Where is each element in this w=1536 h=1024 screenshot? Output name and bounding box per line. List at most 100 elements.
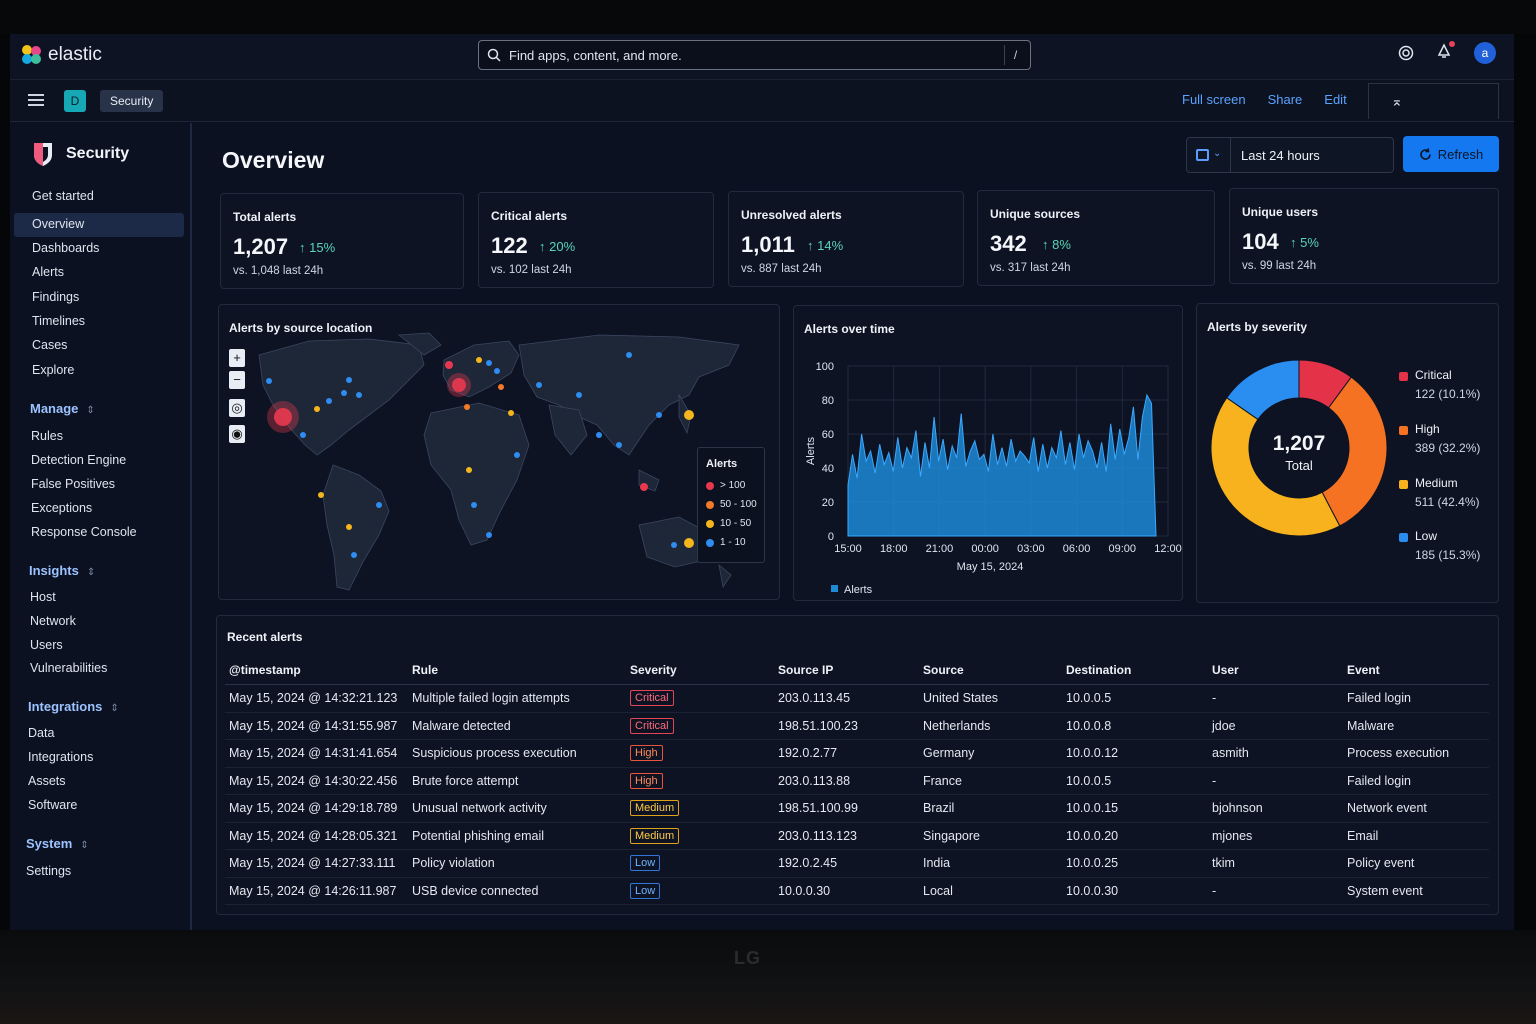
sidebar-item-integrations[interactable]: Integrations (28, 750, 94, 764)
zoom-out-button[interactable]: − (229, 371, 245, 389)
sidebar-group-insights[interactable]: Insights ⇕ (29, 563, 96, 578)
pin-icon[interactable]: ⌅ (1391, 93, 1403, 109)
sidebar-item-assets[interactable]: Assets (28, 774, 66, 788)
table-cell: India (919, 849, 1062, 878)
full-screen-link[interactable]: Full screen (1182, 92, 1246, 107)
column-header[interactable]: User (1208, 656, 1343, 685)
table-cell: 192.0.2.77 (774, 739, 919, 768)
compass-icon[interactable]: ◎ (229, 399, 245, 417)
sidebar-item-host[interactable]: Host (30, 590, 56, 604)
zoom-in-button[interactable]: + (229, 349, 245, 367)
help-icon[interactable] (1398, 45, 1414, 61)
column-header[interactable]: Source (919, 656, 1062, 685)
space-selector[interactable]: D (64, 90, 86, 112)
severity-cell: Critical (626, 712, 774, 740)
column-header[interactable]: Event (1343, 656, 1489, 685)
severity-cell: High (626, 739, 774, 768)
table-row[interactable]: May 15, 2024 @ 14:26:11.987 USB device co… (225, 877, 1489, 905)
kpi-sub: vs. 102 last 24h (491, 264, 572, 276)
severity-donut-chart[interactable]: 1,207 Total (1211, 360, 1411, 560)
sidebar-item-users[interactable]: Users (30, 638, 63, 652)
table-row[interactable]: May 15, 2024 @ 14:27:33.111 Policy violat… (225, 849, 1489, 878)
elastic-logo[interactable]: elastic (22, 44, 102, 66)
table-row[interactable]: May 15, 2024 @ 14:32:21.123 Multiple fail… (225, 684, 1489, 713)
table-cell: 198.51.100.99 (774, 794, 919, 823)
column-header[interactable]: Severity (626, 656, 774, 685)
donut-slice-high[interactable] (1321, 376, 1388, 527)
share-link[interactable]: Share (1267, 92, 1303, 107)
table-cell: 10.0.0.5 (1062, 684, 1208, 713)
notification-dot (1449, 40, 1455, 47)
table-row[interactable]: May 15, 2024 @ 14:31:41.654 Suspicious pr… (225, 739, 1489, 768)
chevron-icon: ⇕ (86, 567, 96, 578)
search-input[interactable]: Find apps, content, and more. (509, 47, 682, 63)
page-title: Overview (222, 147, 325, 173)
map-legend-title: Alerts (706, 458, 738, 470)
table-cell: France (919, 767, 1062, 795)
edit-link[interactable]: Edit (1324, 92, 1347, 107)
table-cell: May 15, 2024 @ 14:27:33.111 (225, 849, 408, 878)
sidebar-item-settings[interactable]: Settings (26, 864, 72, 878)
date-range-value[interactable]: Last 24 hours (1241, 148, 1320, 163)
sidebar-item-response-console[interactable]: Response Console (31, 525, 137, 539)
donut-slice-low[interactable] (1226, 360, 1300, 421)
severity-cell: High (626, 767, 774, 795)
menu-toggle-icon[interactable] (28, 94, 44, 109)
x-tick-label: 03:00 (1017, 543, 1045, 555)
sidebar-item-overview[interactable]: Overview (32, 217, 85, 231)
sidebar-item-network[interactable]: Network (30, 614, 76, 628)
severity-cell: Low (626, 849, 774, 878)
date-picker[interactable]: ⌄ Last 24 hours (1186, 137, 1394, 173)
sidebar-group-system[interactable]: System ⇕ (26, 836, 89, 851)
table-row[interactable]: May 15, 2024 @ 14:28:05.321 Potential phi… (225, 822, 1489, 850)
refresh-button[interactable]: Refresh (1403, 136, 1499, 172)
sidebar-item-exceptions[interactable]: Exceptions (31, 501, 93, 515)
sidebar-item-vulnerabilities[interactable]: Vulnerabilities (30, 661, 108, 675)
column-header[interactable]: Rule (408, 656, 626, 685)
sidebar-item-dashboards[interactable]: Dashboards (32, 241, 100, 255)
sidebar-group-manage[interactable]: Manage ⇕ (30, 401, 95, 416)
sidebar-item-cases[interactable]: Cases (32, 338, 68, 352)
sidebar-item-detection-engine[interactable]: Detection Engine (31, 453, 127, 467)
sidebar-item-software[interactable]: Software (28, 798, 78, 812)
search-icon (487, 48, 501, 62)
table-row[interactable]: May 15, 2024 @ 14:30:22.456 Brute force a… (225, 767, 1489, 795)
column-header[interactable]: Destination (1062, 656, 1208, 685)
table-row[interactable]: May 15, 2024 @ 14:31:55.987 Malware detec… (225, 712, 1489, 740)
table-cell: jdoe (1208, 712, 1343, 740)
sidebar-item-findings[interactable]: Findings (32, 290, 80, 304)
kpi-label: Critical alerts (491, 209, 568, 223)
sidebar-item-data[interactable]: Data (28, 726, 55, 740)
chevron-icon: ⇕ (110, 703, 119, 714)
user-avatar[interactable]: a (1474, 42, 1496, 64)
alerts-over-time-chart[interactable]: 0 20 40 60 80 100 15:00 18:00 21:00 00:00 03:00 06:… (794, 306, 1182, 600)
table-cell: 10.0.0.8 (1062, 712, 1208, 740)
sidebar-item-timelines[interactable]: Timelines (32, 314, 86, 328)
donut-slice-medium[interactable] (1211, 397, 1341, 537)
global-search[interactable]: Find apps, content, and more. / (478, 40, 1031, 70)
table-cell: - (1208, 767, 1343, 795)
chart-title: Alerts over time (804, 322, 895, 336)
sidebar-item-false-positives[interactable]: False Positives (31, 477, 116, 491)
table-cell: - (1208, 877, 1343, 905)
column-header[interactable]: @timestamp (225, 656, 408, 685)
arrow-up-icon: ↑ (807, 238, 818, 253)
legend-label: Alerts (844, 584, 873, 596)
monitor-brand-logo: LG (734, 948, 761, 968)
sidebar-group-integrations[interactable]: Integrations ⇕ (28, 699, 119, 714)
notifications-button[interactable] (1436, 40, 1455, 64)
table-cell: Brute force attempt (408, 767, 626, 795)
table-row[interactable]: May 15, 2024 @ 14:29:18.789 Unusual netwo… (225, 794, 1489, 823)
breadcrumb-security[interactable]: Security (100, 90, 164, 112)
kpi-value: 122 (491, 233, 528, 258)
x-tick-label: 18:00 (880, 543, 908, 555)
sidebar-item-get-started[interactable]: Get started (32, 189, 94, 203)
world-map[interactable] (219, 305, 779, 599)
calendar-icon[interactable]: ⌄ (1187, 138, 1231, 172)
sidebar-item-alerts[interactable]: Alerts (32, 265, 64, 279)
sidebar-item-rules[interactable]: Rules (31, 429, 63, 443)
sidebar-item-explore[interactable]: Explore (32, 363, 75, 377)
locate-icon[interactable]: ◉ (229, 425, 245, 443)
table-cell: System event (1343, 877, 1489, 905)
column-header[interactable]: Source IP (774, 656, 919, 685)
